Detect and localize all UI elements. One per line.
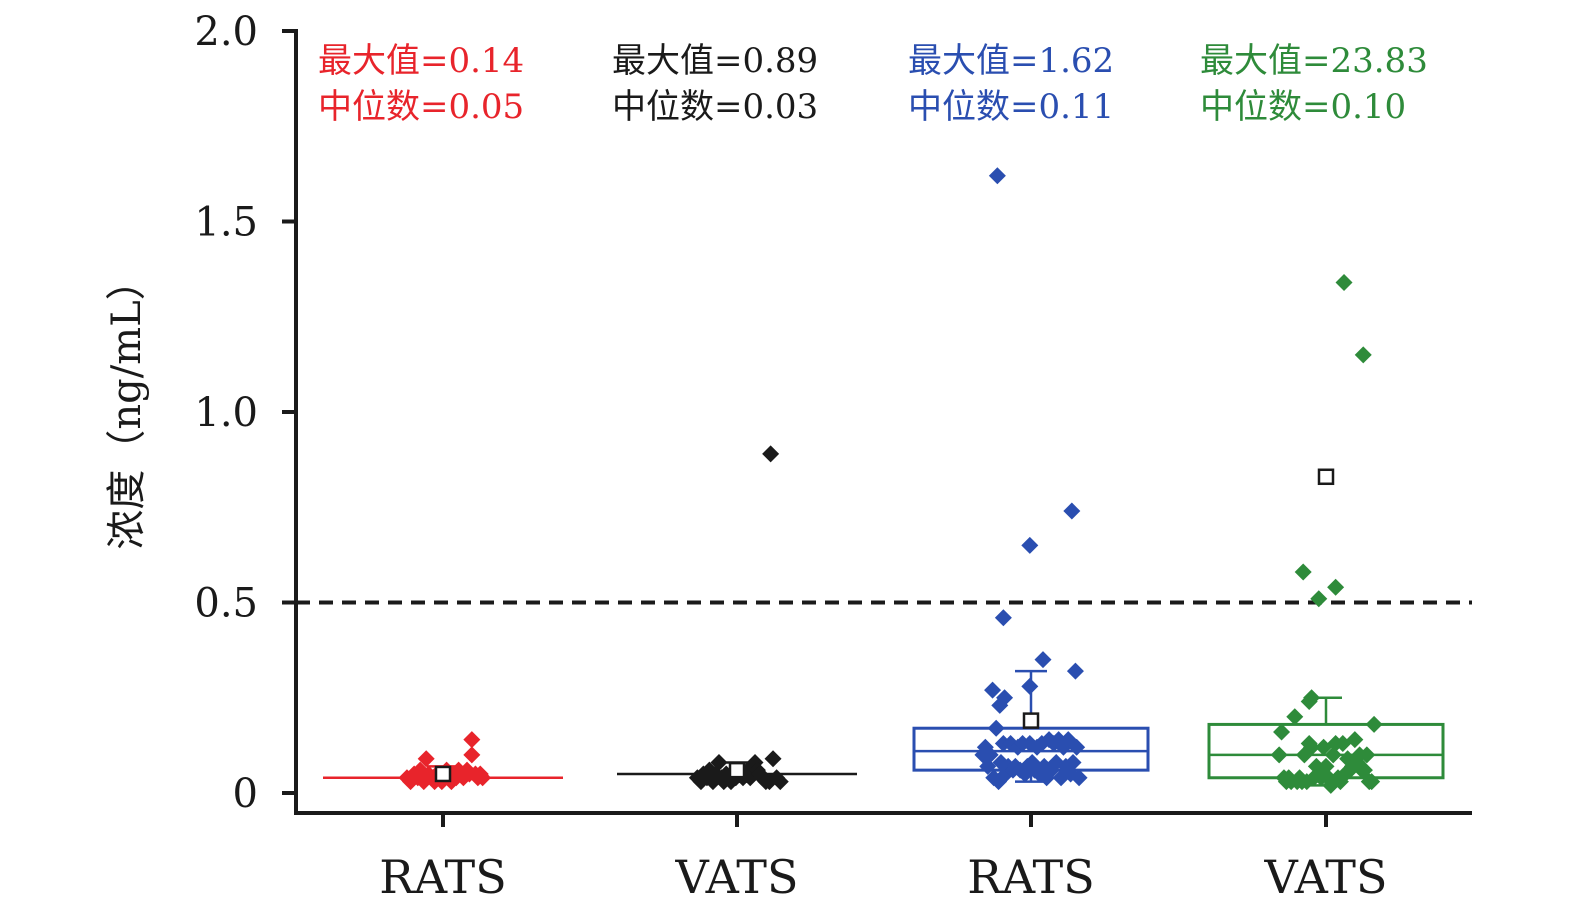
data-point bbox=[710, 754, 728, 772]
annotation-median: 中位数=0.11 bbox=[908, 87, 1114, 127]
y-tick-label: 1.0 bbox=[194, 390, 258, 436]
annotation-max: 最大值=0.14 bbox=[318, 41, 524, 81]
data-point bbox=[1317, 757, 1335, 775]
data-point bbox=[1365, 715, 1383, 733]
data-point bbox=[1310, 590, 1328, 608]
data-point bbox=[762, 445, 780, 463]
data-point bbox=[764, 750, 782, 768]
annotation-max: 最大值=23.83 bbox=[1200, 41, 1428, 81]
data-point bbox=[996, 689, 1014, 707]
data-point bbox=[1034, 651, 1052, 669]
data-point bbox=[463, 731, 481, 749]
data-point bbox=[984, 681, 1002, 699]
data-point bbox=[463, 746, 481, 764]
mean-marker bbox=[1317, 468, 1335, 486]
data-point bbox=[474, 769, 492, 787]
chart-boxes bbox=[323, 669, 1445, 787]
data-point bbox=[1303, 689, 1321, 707]
data-point bbox=[771, 773, 789, 791]
annotation-max: 最大值=1.62 bbox=[908, 41, 1114, 81]
y-tick-label: 1.5 bbox=[194, 200, 258, 246]
data-point bbox=[1335, 273, 1353, 291]
data-point bbox=[981, 746, 999, 764]
chart-points bbox=[398, 167, 1383, 794]
x-tick-label: VATS bbox=[1264, 850, 1388, 904]
y-axis-title: 浓度（ng/mL） bbox=[104, 260, 150, 549]
y-tick-label: 0.5 bbox=[194, 581, 258, 627]
data-point bbox=[1021, 677, 1039, 695]
x-tick-label: RATS bbox=[379, 850, 507, 904]
chart-text: 最大值=0.14 中位数=0.05 最大值=0.89 中位数=0.03 最大值=1.62… bbox=[318, 41, 1428, 127]
data-point bbox=[1270, 746, 1288, 764]
data-point bbox=[987, 719, 1005, 737]
data-point bbox=[1327, 578, 1345, 596]
data-point bbox=[1358, 746, 1376, 764]
mean-marker bbox=[434, 765, 452, 783]
data-point bbox=[417, 750, 435, 768]
mean-marker bbox=[1022, 712, 1040, 729]
data-point bbox=[1346, 731, 1364, 749]
annotation-median: 中位数=0.10 bbox=[1200, 87, 1406, 127]
annotation-median: 中位数=0.03 bbox=[612, 87, 818, 127]
y-tick-label: 2.0 bbox=[194, 9, 258, 55]
chart-axes: 0 0.5 1.0 1.5 2.0 RATS VATS RATS VATS 浓度（ng/mL） bbox=[104, 9, 1472, 904]
data-point bbox=[1286, 708, 1304, 726]
x-tick-label: VATS bbox=[675, 850, 799, 904]
data-point bbox=[1021, 536, 1039, 554]
data-point bbox=[1273, 723, 1291, 741]
data-point bbox=[1064, 754, 1082, 772]
data-point bbox=[994, 609, 1012, 627]
mean-marker bbox=[728, 761, 746, 779]
data-point bbox=[1303, 738, 1321, 756]
data-point bbox=[979, 757, 997, 775]
data-point bbox=[988, 167, 1006, 185]
data-point bbox=[1354, 346, 1372, 364]
annotation-max: 最大值=0.89 bbox=[612, 41, 818, 81]
annotation-median: 中位数=0.05 bbox=[318, 87, 524, 127]
data-point bbox=[1063, 502, 1081, 520]
data-point bbox=[1324, 746, 1342, 764]
data-point bbox=[1068, 738, 1086, 756]
data-point bbox=[1294, 563, 1312, 581]
y-tick-label: 0 bbox=[233, 771, 258, 817]
data-point bbox=[1363, 773, 1381, 791]
data-point bbox=[1070, 769, 1088, 787]
x-tick-label: RATS bbox=[967, 850, 1095, 904]
data-point bbox=[1066, 662, 1084, 680]
